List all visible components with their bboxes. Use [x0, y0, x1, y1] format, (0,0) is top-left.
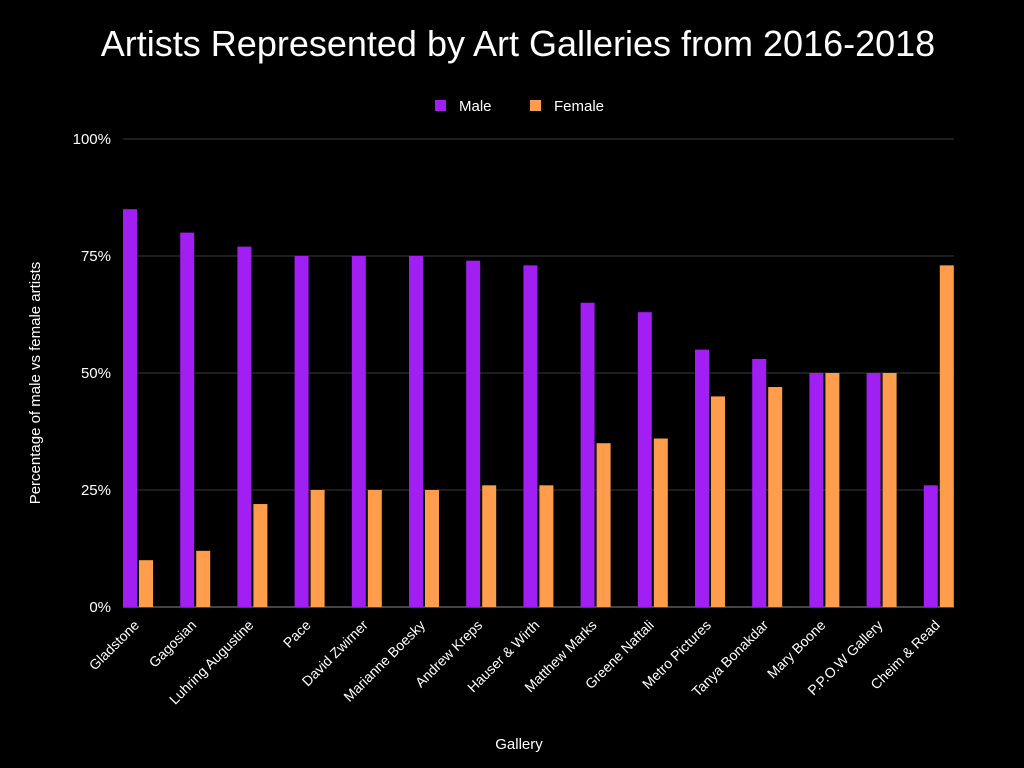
y-tick-label: 100% — [73, 131, 111, 148]
bar-male — [294, 256, 309, 607]
bar-male — [523, 265, 538, 607]
y-axis-label: Percentage of male vs female artists — [27, 262, 44, 505]
bar-female — [939, 265, 954, 607]
x-tick-label: Gagosian — [146, 617, 200, 671]
legend-label-male: Male — [459, 98, 492, 115]
bar-female — [711, 396, 725, 607]
legend-swatch-male — [435, 100, 446, 111]
legend: Male Female — [435, 98, 604, 115]
bar-female — [253, 504, 268, 607]
bar-female — [367, 490, 382, 607]
bar-female — [596, 443, 611, 607]
x-tick-label: Pace — [280, 617, 314, 651]
bar-male — [180, 232, 195, 607]
bar-female — [425, 490, 439, 607]
y-tick-label: 50% — [81, 365, 111, 382]
bar-female — [310, 490, 325, 607]
bar-male — [351, 256, 366, 607]
y-axis-ticks: 0% 25% 50% 75% 100% — [73, 131, 111, 616]
bar-male — [123, 209, 137, 607]
legend-label-female: Female — [554, 98, 604, 115]
bar-female — [196, 550, 211, 607]
bar-male — [809, 373, 824, 607]
bar-male — [752, 358, 767, 607]
legend-swatch-female — [530, 100, 541, 111]
chart-title: Artists Represented by Art Galleries fro… — [101, 23, 935, 64]
y-tick-label: 25% — [81, 482, 111, 499]
bar-male — [866, 373, 881, 607]
bar-male — [409, 256, 423, 607]
x-axis-label: Gallery — [495, 736, 543, 753]
bar-female — [139, 560, 153, 607]
y-tick-label: 0% — [89, 599, 111, 616]
bar-male — [580, 302, 595, 607]
x-tick-label: Gladstone — [86, 617, 143, 674]
bar-male — [237, 246, 252, 607]
bar-female — [482, 485, 497, 607]
bar-female — [653, 438, 668, 607]
y-tick-label: 75% — [81, 248, 111, 265]
bar-female — [825, 373, 840, 607]
bar-female — [882, 373, 897, 607]
bar-male — [695, 349, 709, 607]
bar-male — [923, 485, 938, 607]
bar-male — [637, 312, 652, 607]
bars — [123, 209, 954, 607]
bar-female — [539, 485, 554, 607]
bar-male — [466, 260, 481, 607]
bar-female — [768, 387, 783, 607]
